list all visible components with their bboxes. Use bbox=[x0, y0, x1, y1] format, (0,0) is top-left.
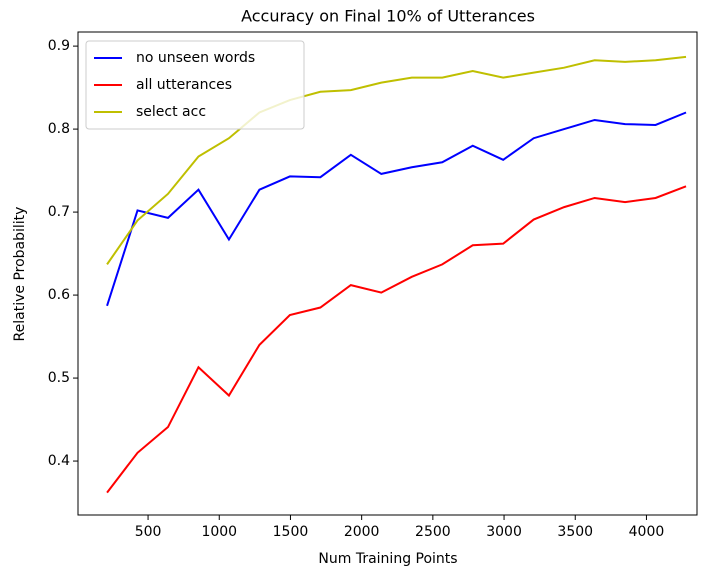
y-tick-label: 0.7 bbox=[48, 204, 70, 220]
x-tick-label: 3500 bbox=[557, 524, 593, 540]
line-series bbox=[106, 185, 687, 494]
x-axis-label: Num Training Points bbox=[318, 551, 457, 567]
chart-title: Accuracy on Final 10% of Utterances bbox=[241, 7, 535, 26]
legend-label: no unseen words bbox=[136, 50, 255, 66]
y-tick-label: 0.9 bbox=[48, 38, 70, 54]
y-tick-label: 0.4 bbox=[48, 453, 70, 469]
x-tick-label: 2000 bbox=[344, 524, 380, 540]
y-tick-label: 0.5 bbox=[48, 370, 70, 386]
legend-label: all utterances bbox=[136, 77, 232, 93]
x-tick-label: 3000 bbox=[486, 524, 522, 540]
plot-frame bbox=[77, 31, 698, 516]
legend-label: select acc bbox=[136, 104, 206, 120]
x-tick-label: 500 bbox=[135, 524, 162, 540]
legend-box bbox=[85, 40, 305, 130]
x-tick-label: 2500 bbox=[415, 524, 451, 540]
line-series bbox=[106, 55, 687, 265]
legend: no unseen words all utterances select acc bbox=[85, 40, 305, 130]
y-tick-label: 0.6 bbox=[48, 287, 70, 303]
x-tick-label: 1500 bbox=[273, 524, 309, 540]
y-axis-label: Relative Probability bbox=[12, 207, 28, 342]
line-series bbox=[106, 111, 687, 307]
x-tick-label: 4000 bbox=[629, 524, 665, 540]
y-tick-label: 0.8 bbox=[48, 121, 70, 137]
x-tick-label: 1000 bbox=[201, 524, 237, 540]
